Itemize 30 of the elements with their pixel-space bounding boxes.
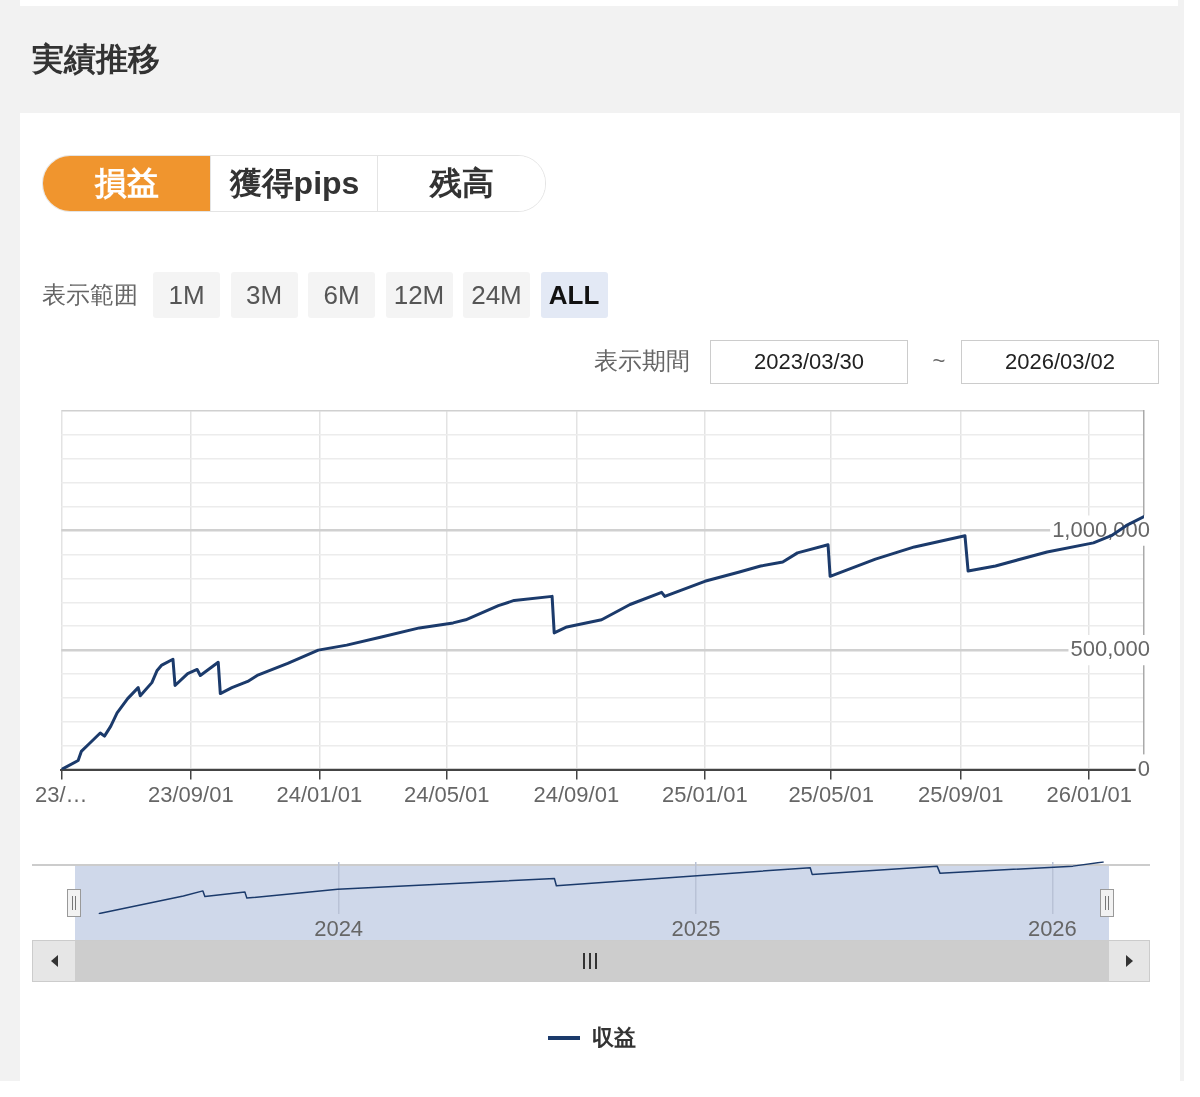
legend-label: 収益 <box>592 1024 636 1052</box>
text: ALL <box>540 272 608 318</box>
text: 12M <box>385 272 453 318</box>
text: 2023/03/30 <box>710 340 908 384</box>
x-tick-label: 2025 <box>671 915 721 941</box>
x-tick-label: 23/… <box>34 781 88 807</box>
chart-title: 実績推移 <box>32 40 160 79</box>
x-tick-label: 2026 <box>1027 915 1077 941</box>
text: 残高 <box>377 156 545 211</box>
text: 24M <box>463 272 530 318</box>
text: 表示範囲 <box>42 280 138 310</box>
x-tick-label: 24/09/01 <box>533 781 620 807</box>
y-tick-label: 0 <box>1137 755 1150 781</box>
text: ~ <box>931 347 947 375</box>
text: 損益 <box>43 156 210 211</box>
x-tick-label: 24/01/01 <box>276 781 363 807</box>
text: 3M <box>230 272 298 318</box>
text: 1M <box>153 272 220 318</box>
text: 表示期間 <box>594 346 690 376</box>
x-tick-label: 24/05/01 <box>403 781 490 807</box>
text: 獲得pips <box>210 156 378 211</box>
text: 2026/03/02 <box>961 340 1159 384</box>
x-tick-label: 25/09/01 <box>917 781 1004 807</box>
y-tick-label: 500,000 <box>1070 636 1150 662</box>
x-tick-label: 2024 <box>314 915 364 941</box>
x-tick-label: 25/05/01 <box>788 781 875 807</box>
x-tick-label: 26/01/01 <box>1046 781 1133 807</box>
text: 6M <box>308 272 375 318</box>
x-tick-label: 25/01/01 <box>661 781 748 807</box>
x-tick-label: 23/09/01 <box>148 781 234 807</box>
